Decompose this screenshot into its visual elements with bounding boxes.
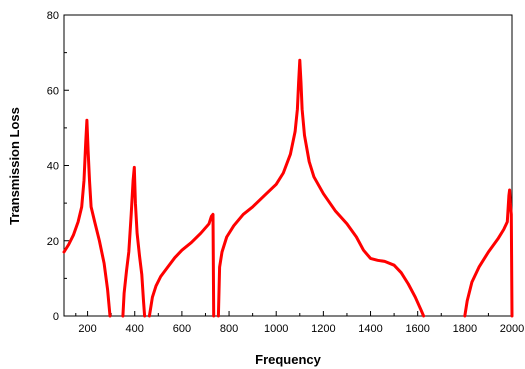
x-tick-label: 400 [126, 323, 144, 335]
y-tick-label: 40 [47, 161, 59, 173]
y-tick-label: 60 [47, 85, 59, 97]
series-line-segment-5 [463, 188, 514, 318]
x-axis-title: Frequency [255, 352, 322, 367]
x-tick-label: 1800 [453, 323, 477, 335]
x-tick-label: 2000 [500, 323, 524, 335]
x-tick-label: 800 [220, 323, 238, 335]
series-line-segment-4 [216, 58, 426, 318]
x-axis-ticks: 200 400 600 800 1000 1200 1400 1600 1800 2000 [75, 311, 524, 335]
series-layer [62, 58, 514, 318]
x-tick-label: 200 [78, 323, 96, 335]
y-tick-label: 20 [47, 236, 59, 248]
y-axis-ticks: 0 20 40 60 80 [47, 10, 69, 323]
x-tick-label: 600 [173, 323, 191, 335]
x-tick-label: 1200 [311, 323, 335, 335]
x-tick-label: 1600 [405, 323, 429, 335]
y-tick-label: 80 [47, 10, 59, 22]
series-line-segment-1 [62, 118, 112, 318]
y-tick-label: 0 [53, 311, 59, 323]
plot-frame [63, 14, 513, 317]
y-axis-title: Transmission Loss [7, 107, 22, 225]
series-line-segment-2 [121, 165, 147, 318]
x-tick-label: 1400 [358, 323, 382, 335]
x-tick-label: 1000 [264, 323, 288, 335]
series-line-segment-3 [147, 212, 216, 318]
